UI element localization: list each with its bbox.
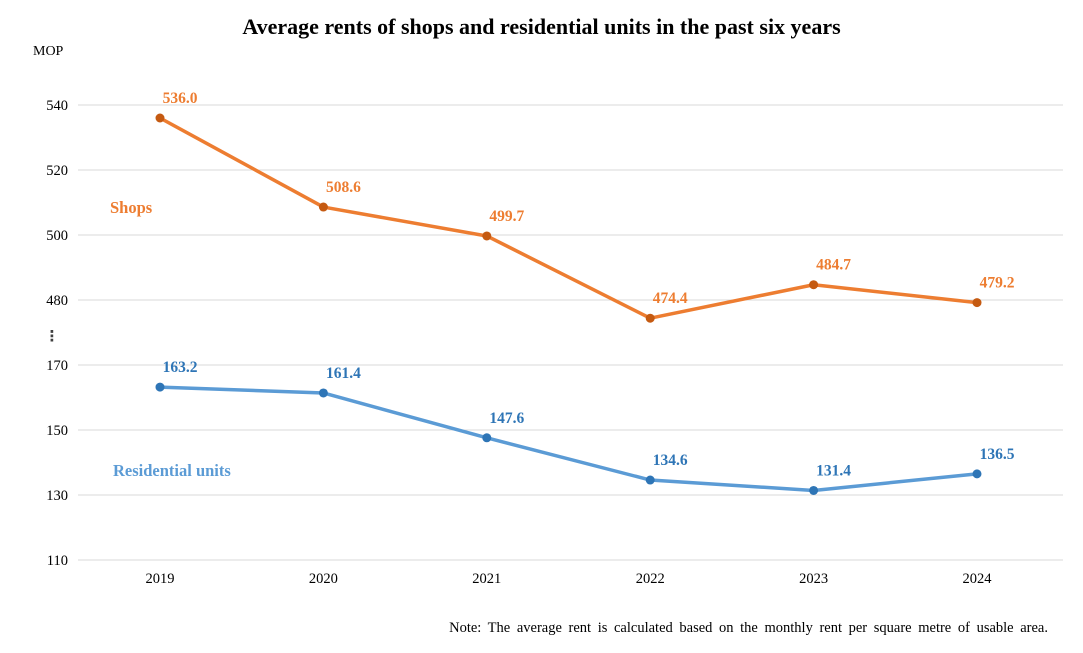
y-axis-break-icon: ⋮	[45, 327, 60, 345]
x-axis-tick-label: 2020	[309, 571, 338, 587]
data-point-marker	[482, 231, 492, 241]
data-point-marker	[645, 475, 655, 485]
data-point-marker	[318, 388, 328, 398]
data-point-label: 479.2	[980, 275, 1015, 292]
series-name-label: Residential units	[113, 461, 231, 480]
data-point-marker	[482, 433, 492, 443]
x-axis-tick-label: 2022	[636, 571, 665, 587]
data-point-marker	[318, 202, 328, 212]
data-point-marker	[809, 485, 819, 495]
y-axis-tick-label: 520	[46, 163, 68, 179]
data-point-label: 474.4	[653, 290, 688, 307]
chart-title: Average rents of shops and residential u…	[242, 14, 841, 39]
y-axis-tick-label: 170	[46, 358, 68, 374]
data-point-label: 508.6	[326, 179, 361, 196]
data-point-label: 147.6	[489, 410, 524, 427]
x-axis-tick-label: 2019	[146, 571, 175, 587]
x-axis-tick-label: 2021	[472, 571, 501, 587]
footnote: Note: The average rent is calculated bas…	[449, 620, 1048, 636]
y-axis-tick-label: 110	[47, 553, 68, 569]
data-point-label: 536.0	[163, 90, 198, 107]
data-point-label: 131.4	[816, 462, 851, 479]
data-point-label: 161.4	[326, 365, 361, 382]
y-axis-tick-label: 480	[46, 293, 68, 309]
data-point-label: 484.7	[816, 257, 851, 274]
data-point-label: 134.6	[653, 452, 688, 469]
data-point-label: 163.2	[163, 359, 198, 376]
data-point-marker	[972, 469, 982, 479]
y-axis-tick-label: 150	[46, 423, 68, 439]
y-axis-tick-label: 500	[46, 228, 68, 244]
data-point-marker	[972, 298, 982, 308]
y-axis-tick-label: 540	[46, 98, 68, 114]
series-line-shops	[158, 116, 979, 320]
data-point-marker	[809, 280, 819, 290]
series-name-label: Shops	[110, 198, 153, 217]
x-axis-tick-label: 2024	[963, 571, 993, 587]
data-point-marker	[155, 382, 165, 392]
series-line-residential-units	[158, 385, 979, 493]
data-point-label: 499.7	[489, 208, 524, 225]
y-axis-unit-label: MOP	[33, 44, 64, 59]
data-point-label: 136.5	[980, 446, 1015, 463]
data-point-marker	[645, 313, 655, 323]
y-axis-tick-label: 130	[46, 488, 68, 504]
x-axis-tick-label: 2023	[799, 571, 828, 587]
data-point-marker	[155, 113, 165, 123]
